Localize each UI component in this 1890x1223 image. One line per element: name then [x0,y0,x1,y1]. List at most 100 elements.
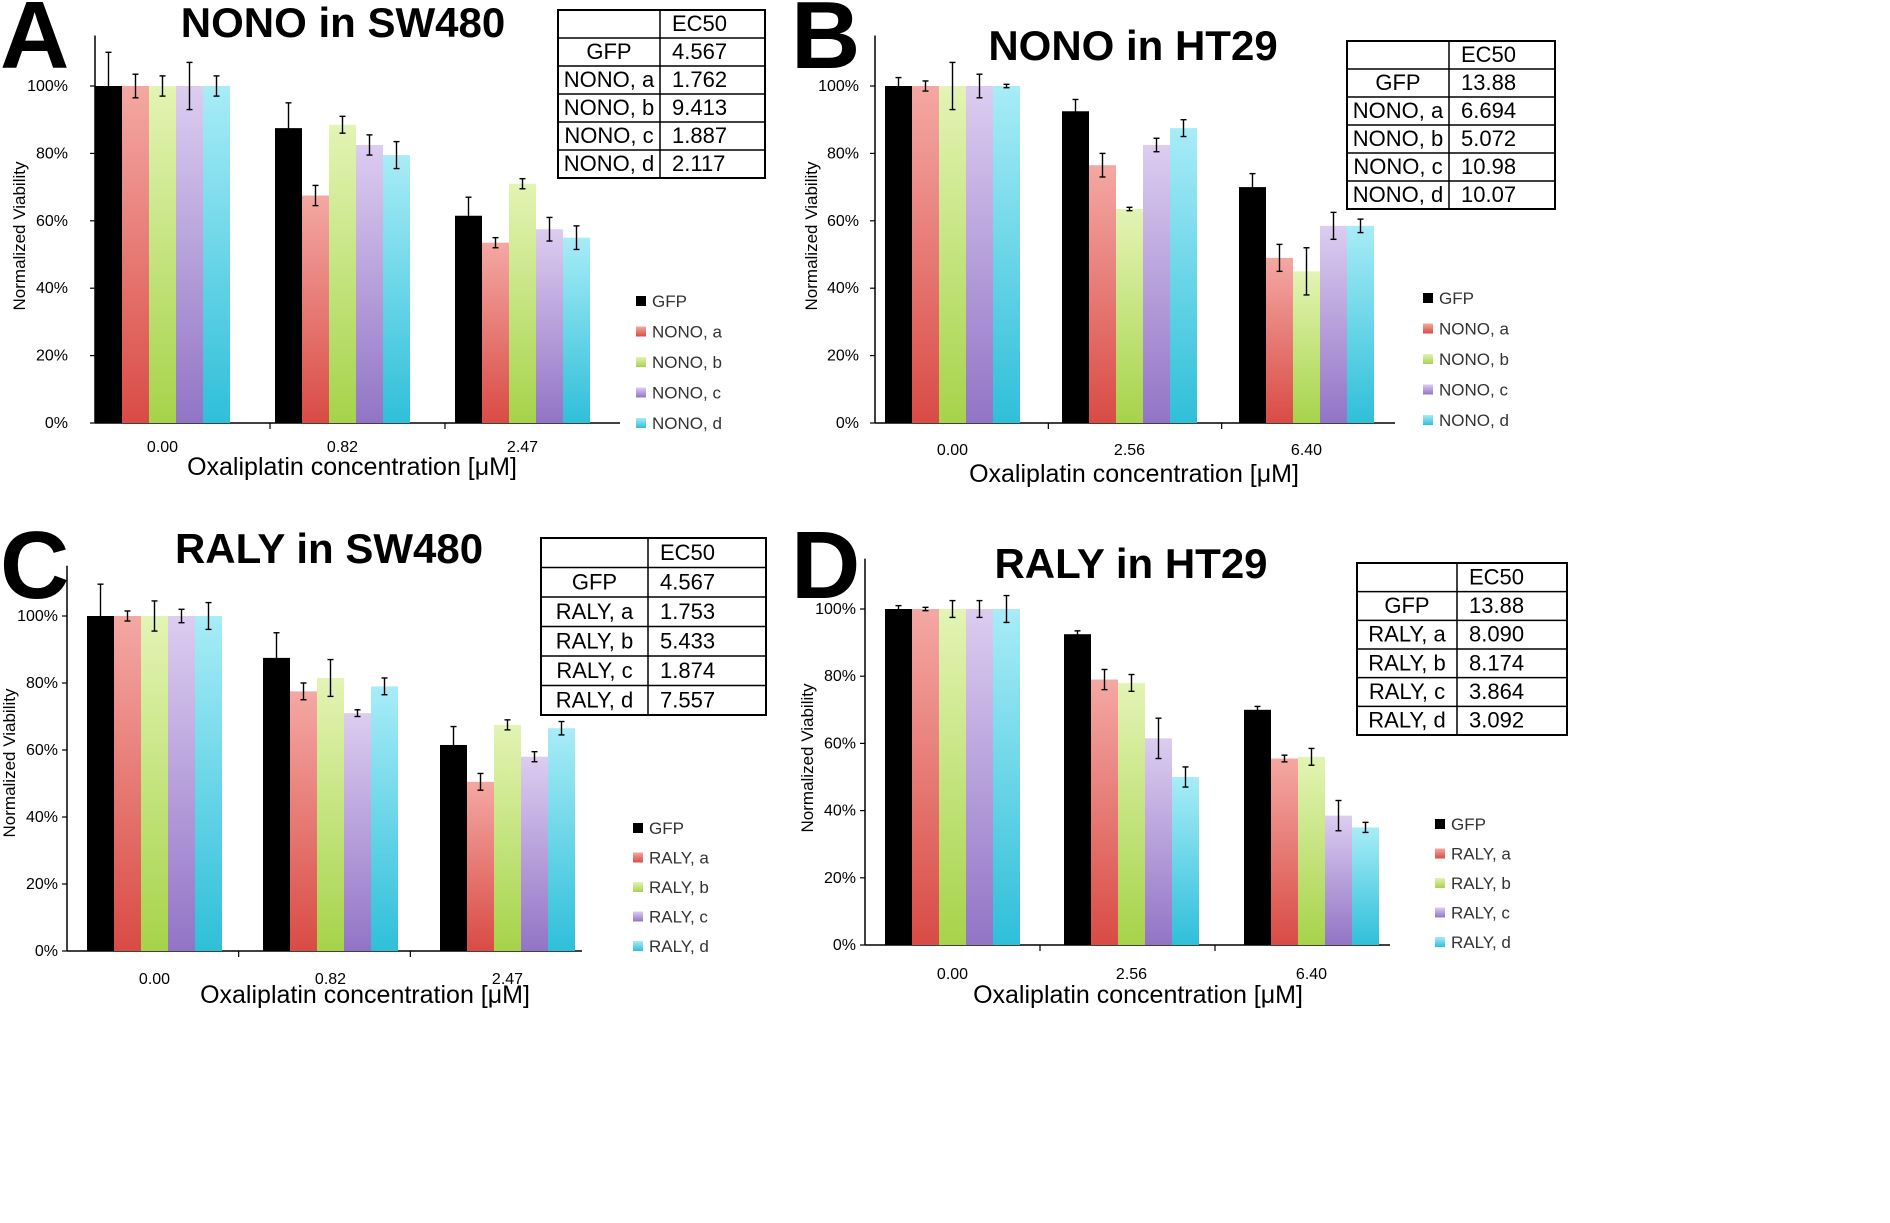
error-bar [159,75,166,97]
error-bar [105,51,112,121]
legend-label: RALY, c [1451,904,1510,923]
ec50-table: EC50 GFP 13.88 RALY, a 8.090 RALY, b 8.174 RALY… [1356,562,1568,736]
x-category-label: 0.00 [937,442,968,459]
bar-gfp [87,616,114,951]
legend-swatch-a [633,852,643,863]
legend-swatch-gfp [1435,819,1445,829]
x-category-label: 2.47 [492,971,523,988]
legend-label: GFP [1439,289,1474,308]
bar-a [1266,257,1293,423]
bar-d [195,616,222,951]
bar-gfp [1064,634,1091,945]
legend-label: GFP [649,819,684,838]
error-bar [1335,799,1342,832]
bar-d [993,609,1020,945]
bar-d [993,86,1020,423]
table-cell-value: 13.88 [1469,593,1524,618]
bar-c [966,86,993,423]
bar-b [939,86,966,423]
error-bar [949,599,956,619]
y-axis-title: Normalized Viability [0,688,19,837]
bar-a [912,86,939,423]
bar-a [1091,679,1118,945]
panel-d: D RALY in HT29 0% 20% 40% 60% 80% 100% 0.00 2.56 6… [791,512,1568,1009]
error-bar [465,196,472,235]
legend-swatch-b [1423,354,1433,364]
bar-c [536,229,563,423]
legend-swatch-c [636,387,646,398]
y-tick-label: 20% [36,348,68,365]
bar-c [1143,144,1170,423]
error-bar [312,184,319,207]
error-bar [285,102,292,155]
table-cell-label: NONO, d [564,151,654,176]
bar-c [966,609,993,945]
y-tick-label: 60% [26,742,58,759]
bar-c [168,616,195,951]
table-cell-value: 8.174 [1469,650,1524,675]
error-bar [976,73,983,99]
x-category-label: 2.56 [1114,442,1145,459]
table-cell-value: 1.887 [672,123,727,148]
error-bar [922,606,929,612]
legend-swatch-b [1435,878,1445,888]
bar-gfp [1244,709,1271,945]
y-tick-label: 0% [35,943,58,960]
legend-label: NONO, c [652,384,721,403]
table-cell-label: GFP [1375,70,1420,95]
bar-a [114,616,141,951]
y-axis-title: Normalized Viability [802,161,821,310]
legend-swatch-c [1435,907,1445,918]
legend-label: NONO, a [1439,320,1509,339]
table-cell-label: GFP [572,569,617,594]
legend-swatch-d [1435,937,1445,947]
y-tick-label: 40% [36,280,68,297]
y-tick-label: 100% [27,78,68,95]
x-category-label: 0.00 [147,439,178,456]
error-bar [124,610,131,622]
error-bar [1362,821,1369,834]
legend-label: RALY, a [649,849,709,868]
legend-label: RALY, c [649,908,708,927]
table-cell-value: 8.090 [1469,622,1524,647]
panel-b: B NONO in HT29 0% 20% 40% 60% 80% 100% 0.00 2.56 6… [791,0,1556,488]
y-tick-label: 80% [824,668,856,685]
error-bar [186,61,193,111]
panel-letter: C [0,512,69,619]
chart-title: NONO in HT29 [988,22,1277,69]
table-cell-label: RALY, a [1368,622,1446,647]
panel-letter: B [791,0,860,89]
table-cell-label: NONO, b [1353,126,1443,151]
bar-c [1320,225,1347,423]
x-axis-title: Oxaliplatin concentration [μM] [969,460,1299,488]
y-tick-label: 80% [827,145,859,162]
legend-label: NONO, b [652,353,722,372]
y-tick-label: 100% [818,78,859,95]
error-bar [1003,83,1010,89]
table-cell-label: NONO, b [564,95,654,120]
bar-a [1089,165,1116,423]
error-bar [1074,630,1081,639]
bar-d [1352,827,1379,945]
bar-a [1271,758,1298,945]
bar-gfp [95,86,122,423]
table-cell-value: 6.694 [1461,98,1516,123]
legend-label: RALY, d [649,937,709,956]
y-tick-label: 40% [827,280,859,297]
bar-b [1298,756,1325,945]
error-bar [327,658,334,698]
error-bar [381,677,388,696]
error-bar [1357,218,1364,234]
legend-label: RALY, d [1451,933,1511,952]
error-bar [1155,717,1162,760]
error-bar [273,632,280,684]
table-header-ec50: EC50 [672,11,727,36]
error-bar [1003,594,1010,624]
bar-b [494,724,521,951]
table-cell-label: NONO, c [1353,154,1442,179]
error-bar [1281,754,1288,763]
error-bar [1128,673,1135,693]
legend-swatch-a [636,326,646,337]
bar-d [383,155,410,423]
